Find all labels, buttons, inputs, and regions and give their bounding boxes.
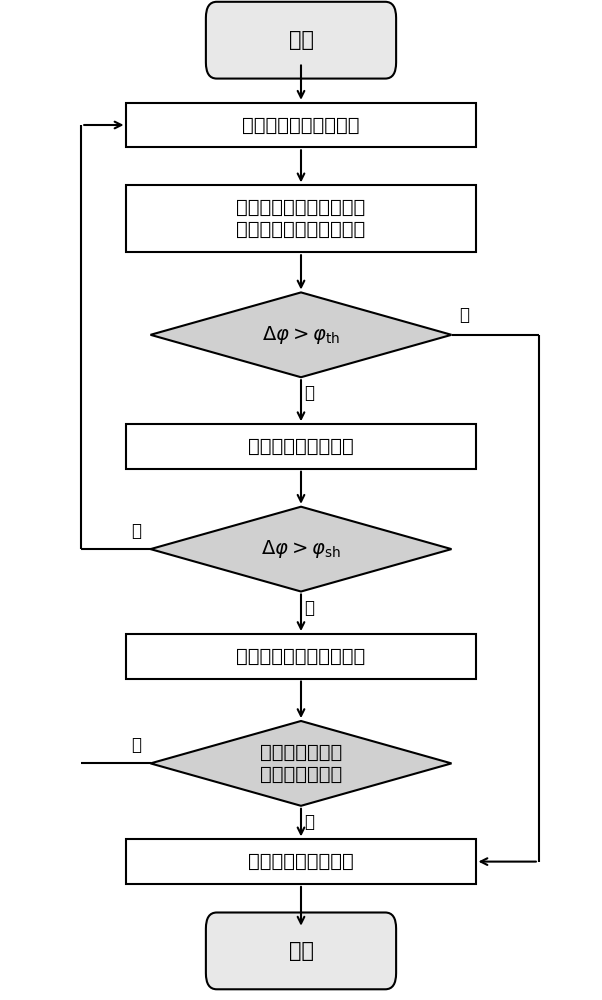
Text: 微区域转变为绝缘失效区: 微区域转变为绝缘失效区 xyxy=(237,647,365,666)
FancyBboxPatch shape xyxy=(206,912,396,989)
Text: 系统中是否产生
新的绝缘失效区: 系统中是否产生 新的绝缘失效区 xyxy=(260,743,342,784)
Bar xyxy=(126,424,476,469)
Polygon shape xyxy=(150,292,452,377)
Polygon shape xyxy=(150,507,452,592)
Text: 计算每个微区域的电位: 计算每个微区域的电位 xyxy=(242,116,360,135)
Text: 判断相邻微区域间的电位
差与临界击穿电位的关系: 判断相邻微区域间的电位 差与临界击穿电位的关系 xyxy=(237,198,365,239)
Text: 否: 否 xyxy=(459,306,469,324)
Bar xyxy=(126,634,476,679)
Text: $\Delta\varphi > \varphi_{\mathrm{th}}$: $\Delta\varphi > \varphi_{\mathrm{th}}$ xyxy=(262,324,340,346)
Text: $\Delta\varphi > \varphi_{\mathrm{sh}}$: $\Delta\varphi > \varphi_{\mathrm{sh}}$ xyxy=(261,538,341,560)
Text: 否: 否 xyxy=(305,813,315,831)
Text: 该微区域内开始逾渗: 该微区域内开始逾渗 xyxy=(248,437,354,456)
Text: 是: 是 xyxy=(131,736,141,754)
Text: 程序结束，输出图像: 程序结束，输出图像 xyxy=(248,852,354,871)
FancyBboxPatch shape xyxy=(206,2,396,79)
Text: 否: 否 xyxy=(131,522,141,540)
Bar xyxy=(126,839,476,884)
Text: 是: 是 xyxy=(305,599,315,617)
Text: 是: 是 xyxy=(305,384,315,402)
Polygon shape xyxy=(150,721,452,806)
Bar xyxy=(126,103,476,147)
Bar xyxy=(126,185,476,252)
Text: 结束: 结束 xyxy=(288,941,314,961)
Text: 开始: 开始 xyxy=(288,30,314,50)
